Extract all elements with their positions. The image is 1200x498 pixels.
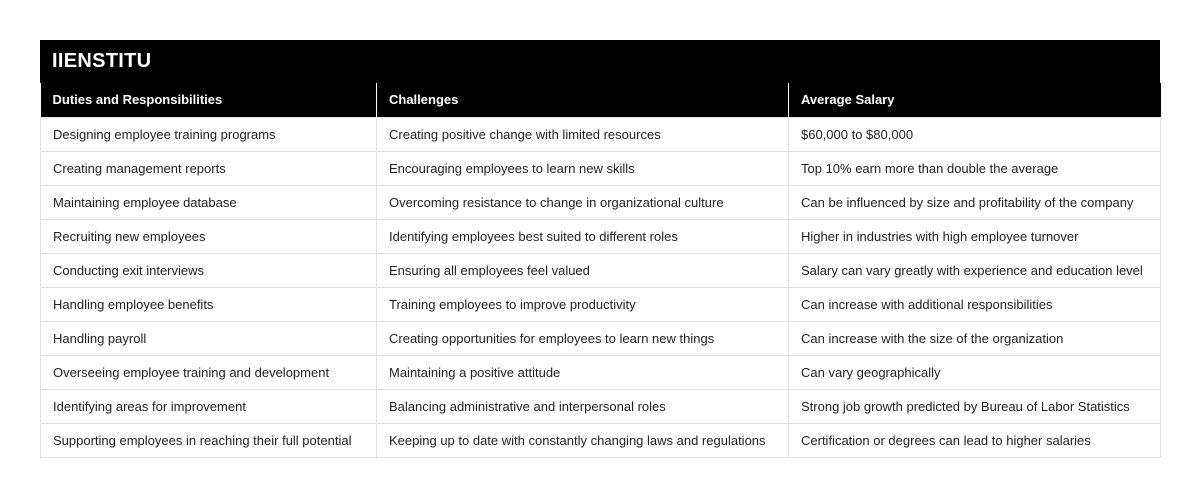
cell-salary: Strong job growth predicted by Bureau of… bbox=[788, 388, 1161, 424]
table-row: Overseeing employee training and develop… bbox=[40, 354, 1161, 390]
cell-duty: Creating management reports bbox=[40, 150, 377, 186]
cell-duty: Recruiting new employees bbox=[40, 218, 377, 254]
table-row: Conducting exit interviews Ensuring all e… bbox=[40, 252, 1161, 288]
column-header-salary: Average Salary bbox=[788, 83, 1161, 117]
cell-duty: Handling employee benefits bbox=[40, 286, 377, 322]
cell-salary: $60,000 to $80,000 bbox=[788, 116, 1161, 152]
cell-salary: Top 10% earn more than double the averag… bbox=[788, 150, 1161, 186]
cell-salary: Salary can vary greatly with experience … bbox=[788, 252, 1161, 288]
table-row: Handling employee benefits Training emplo… bbox=[40, 286, 1161, 322]
cell-duty: Overseeing employee training and develop… bbox=[40, 354, 377, 390]
cell-salary: Can increase with the size of the organi… bbox=[788, 320, 1161, 356]
table-row: Creating management reports Encouraging e… bbox=[40, 150, 1161, 186]
table-container: IIENSTITU Duties and Responsibilities Ch… bbox=[40, 40, 1161, 458]
cell-challenge: Overcoming resistance to change in organ… bbox=[376, 184, 789, 220]
cell-salary: Can vary geographically bbox=[788, 354, 1161, 390]
table-body: Designing employee training programs Crea… bbox=[40, 116, 1161, 458]
cell-duty: Supporting employees in reaching their f… bbox=[40, 422, 377, 458]
table-row: Maintaining employee database Overcoming … bbox=[40, 184, 1161, 220]
cell-challenge: Ensuring all employees feel valued bbox=[376, 252, 789, 288]
cell-challenge: Training employees to improve productivi… bbox=[376, 286, 789, 322]
table-row: Identifying areas for improvement Balanci… bbox=[40, 388, 1161, 424]
cell-salary: Can increase with additional responsibil… bbox=[788, 286, 1161, 322]
cell-salary: Higher in industries with high employee … bbox=[788, 218, 1161, 254]
cell-challenge: Creating positive change with limited re… bbox=[376, 116, 789, 152]
table-row: Designing employee training programs Crea… bbox=[40, 116, 1161, 152]
cell-challenge: Identifying employees best suited to dif… bbox=[376, 218, 789, 254]
cell-duty: Conducting exit interviews bbox=[40, 252, 377, 288]
data-table: Duties and Responsibilities Challenges A… bbox=[40, 83, 1161, 458]
cell-salary: Certification or degrees can lead to hig… bbox=[788, 422, 1161, 458]
cell-challenge: Maintaining a positive attitude bbox=[376, 354, 789, 390]
cell-challenge: Creating opportunities for employees to … bbox=[376, 320, 789, 356]
cell-challenge: Balancing administrative and interperson… bbox=[376, 388, 789, 424]
cell-challenge: Encouraging employees to learn new skill… bbox=[376, 150, 789, 186]
cell-salary: Can be influenced by size and profitabil… bbox=[788, 184, 1161, 220]
table-title: IIENSTITU bbox=[40, 40, 1160, 83]
cell-duty: Identifying areas for improvement bbox=[40, 388, 377, 424]
table-row: Supporting employees in reaching their f… bbox=[40, 422, 1161, 458]
column-header-duties: Duties and Responsibilities bbox=[40, 83, 377, 117]
cell-duty: Maintaining employee database bbox=[40, 184, 377, 220]
column-header-challenges: Challenges bbox=[376, 83, 789, 117]
table-row: Recruiting new employees Identifying empl… bbox=[40, 218, 1161, 254]
cell-duty: Handling payroll bbox=[40, 320, 377, 356]
cell-challenge: Keeping up to date with constantly chang… bbox=[376, 422, 789, 458]
cell-duty: Designing employee training programs bbox=[40, 116, 377, 152]
table-row: Handling payroll Creating opportunities f… bbox=[40, 320, 1161, 356]
header-row: Duties and Responsibilities Challenges A… bbox=[40, 83, 1161, 117]
